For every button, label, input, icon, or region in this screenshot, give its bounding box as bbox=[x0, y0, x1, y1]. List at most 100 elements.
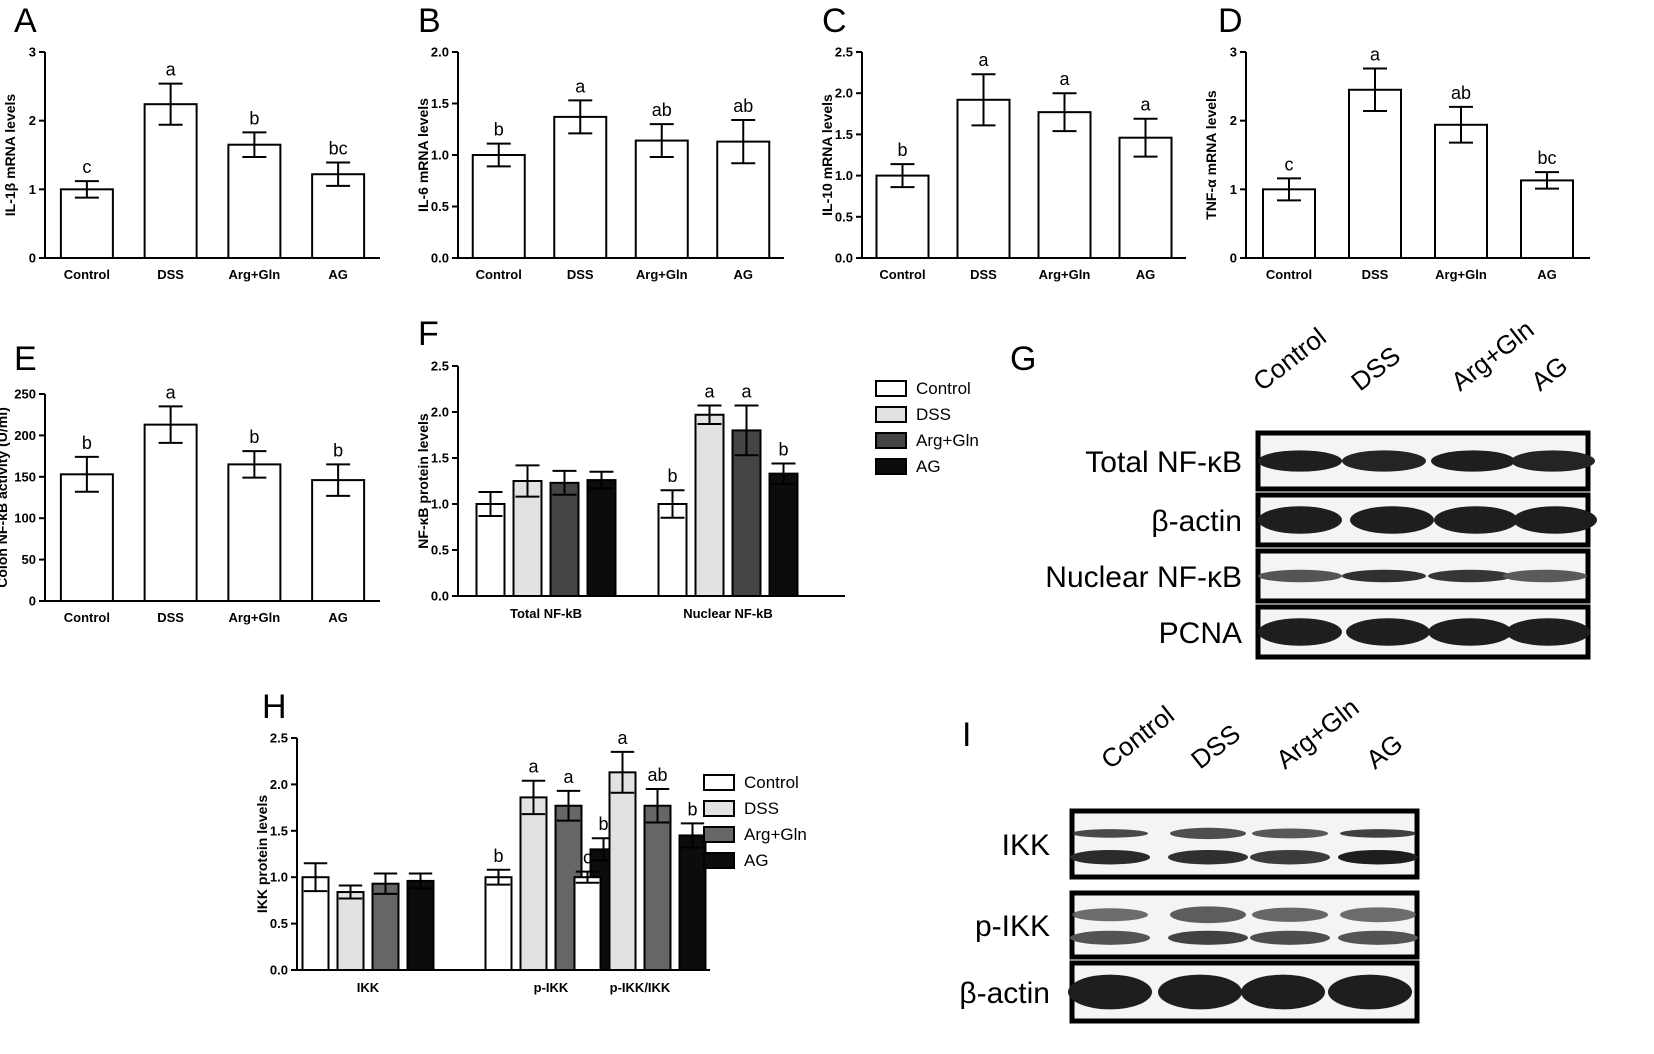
band-upper bbox=[1170, 906, 1246, 924]
panel-letter-c: C bbox=[822, 2, 847, 40]
significance-label-ag: bc bbox=[329, 139, 348, 159]
x-tick-label: Arg+Gln bbox=[229, 610, 281, 625]
y-tick-label: 3 bbox=[29, 45, 36, 60]
y-tick-label: 2 bbox=[1230, 113, 1237, 128]
band-upper bbox=[1170, 827, 1246, 840]
y-tick-label: 2.5 bbox=[835, 45, 853, 60]
y-axis-label: Colon NF-κB activity (U/ml) bbox=[0, 407, 10, 587]
band bbox=[1434, 506, 1518, 534]
y-tick-label: 2.0 bbox=[835, 86, 853, 101]
y-axis-label: IL-6 mRNA levels bbox=[415, 98, 431, 212]
significance-label-control: b bbox=[897, 140, 907, 160]
chart-a: A 0 1 2 3 IL-1β mRNA levels c Control a DSS b Arg+G… bbox=[2, 2, 380, 282]
y-tick-label: 0.5 bbox=[270, 916, 288, 931]
x-tick-label: Nuclear NF-kB bbox=[683, 606, 773, 621]
legend-label-arg-gln: Arg+Gln bbox=[916, 431, 979, 450]
significance-label-nuclear-nf-kb-control: b bbox=[667, 466, 677, 486]
x-tick-label: AG bbox=[328, 610, 348, 625]
band-upper bbox=[1252, 828, 1328, 839]
panel-letter-e: E bbox=[14, 340, 37, 378]
y-tick-label: 1.5 bbox=[835, 127, 853, 142]
bar-nuclear-nf-kb-arg-gln bbox=[731, 429, 762, 597]
band bbox=[1503, 569, 1587, 583]
legend-label-ag: AG bbox=[916, 457, 941, 476]
y-tick-label: 2.5 bbox=[431, 359, 449, 374]
bar-ikk-arg-gln bbox=[371, 882, 400, 971]
significance-label-ag: b bbox=[333, 440, 343, 460]
legend-label-ag: AG bbox=[744, 851, 769, 870]
band-upper bbox=[1340, 829, 1416, 838]
legend-swatch-dss bbox=[875, 406, 907, 423]
legend-label-dss: DSS bbox=[744, 799, 779, 818]
bar-arg-gln bbox=[227, 143, 282, 259]
x-tick-label: DSS bbox=[157, 610, 184, 625]
band bbox=[1428, 569, 1512, 583]
bar-control bbox=[59, 188, 114, 259]
x-tick-label: IKK bbox=[357, 980, 380, 995]
band bbox=[1328, 974, 1412, 1010]
significance-label-nuclear-nf-kb-ag: b bbox=[778, 440, 788, 460]
legend-swatch-ag bbox=[703, 852, 735, 869]
bar-ag bbox=[311, 479, 366, 602]
blot-row-pcna: PCNA bbox=[1159, 604, 1591, 660]
x-tick-label: Arg+Gln bbox=[636, 267, 688, 282]
blot-row-p-ikk: p-IKK bbox=[975, 890, 1420, 960]
significance-label-arg-gln: b bbox=[249, 108, 259, 128]
x-tick-label: p-IKK bbox=[534, 980, 569, 995]
blot-row-ikk: IKK bbox=[1002, 808, 1420, 880]
chart-c: C 0.0 0.5 1.0 1.5 2.0 2.5 IL-10 mRNA levels b Con… bbox=[819, 2, 1186, 282]
bar-p-ikk-dss bbox=[519, 796, 548, 972]
x-tick-label: Total NF-kB bbox=[510, 606, 582, 621]
band-lower bbox=[1168, 930, 1248, 945]
bar-p-ikk-ikk-dss bbox=[608, 771, 637, 971]
x-tick-label: Control bbox=[64, 267, 110, 282]
band-lower bbox=[1250, 849, 1330, 865]
y-axis-label: NF-κB protein levels bbox=[415, 413, 431, 549]
significance-label-p-ikk-ikk-dss: a bbox=[617, 728, 628, 748]
y-tick-label: 1.0 bbox=[270, 870, 288, 885]
significance-label-control: b bbox=[82, 433, 92, 453]
significance-label-p-ikk-ikk-control: c bbox=[583, 848, 592, 868]
y-axis-label: IKK protein levels bbox=[254, 795, 270, 913]
band-lower bbox=[1070, 849, 1150, 865]
bar-p-ikk-control bbox=[484, 876, 513, 972]
bar-arg-gln bbox=[634, 139, 689, 259]
significance-label-nuclear-nf-kb-dss: a bbox=[704, 382, 715, 402]
band bbox=[1158, 974, 1242, 1010]
significance-label-control: c bbox=[82, 157, 91, 177]
band-lower bbox=[1250, 930, 1330, 945]
chart-b: B 0.0 0.5 1.0 1.5 2.0 IL-6 mRNA levels b Control… bbox=[415, 2, 784, 282]
panel-letter-b: B bbox=[418, 2, 441, 40]
y-tick-label: 0.5 bbox=[835, 209, 853, 224]
blot-row-label: β-actin bbox=[1151, 505, 1242, 538]
blot-frame bbox=[1069, 808, 1420, 880]
x-tick-label: Arg+Gln bbox=[1435, 267, 1487, 282]
lane-label-control: Control bbox=[1247, 321, 1332, 396]
y-tick-label: 250 bbox=[14, 387, 36, 402]
panel-letter-h: H bbox=[262, 688, 287, 726]
legend-swatch-dss bbox=[703, 800, 735, 817]
blot-row-label: IKK bbox=[1002, 829, 1050, 862]
significance-label-p-ikk-arg-gln: a bbox=[563, 767, 574, 787]
significance-label-ag: a bbox=[1140, 95, 1151, 115]
legend-label-control: Control bbox=[744, 773, 799, 792]
significance-label-dss: a bbox=[1370, 44, 1381, 64]
bar-dss bbox=[143, 423, 198, 602]
legend-swatch-control bbox=[703, 774, 735, 791]
band bbox=[1342, 569, 1426, 583]
blot-row-actin: β-actin bbox=[959, 960, 1420, 1024]
x-tick-label: Control bbox=[879, 267, 925, 282]
bar-arg-gln bbox=[1434, 123, 1488, 259]
significance-label-control: c bbox=[1285, 154, 1294, 174]
bar-nuclear-nf-kb-dss bbox=[694, 413, 725, 598]
lane-label-arg-gln: Arg+Gln bbox=[1445, 314, 1539, 397]
y-tick-label: 0.5 bbox=[431, 199, 449, 214]
chart-h: H 0.0 0.5 1.0 1.5 2.0 2.5 IKK protein levels IKK… bbox=[254, 688, 807, 995]
panel-letter-a: A bbox=[14, 2, 37, 40]
blot-row-label: p-IKK bbox=[975, 910, 1050, 943]
bar-nuclear-nf-kb-ag bbox=[768, 472, 799, 598]
panel-letter-d: D bbox=[1218, 2, 1243, 40]
bar-p-ikk-ikk-control bbox=[573, 876, 602, 972]
bar-ag bbox=[1118, 136, 1173, 259]
y-tick-label: 0 bbox=[29, 594, 36, 609]
